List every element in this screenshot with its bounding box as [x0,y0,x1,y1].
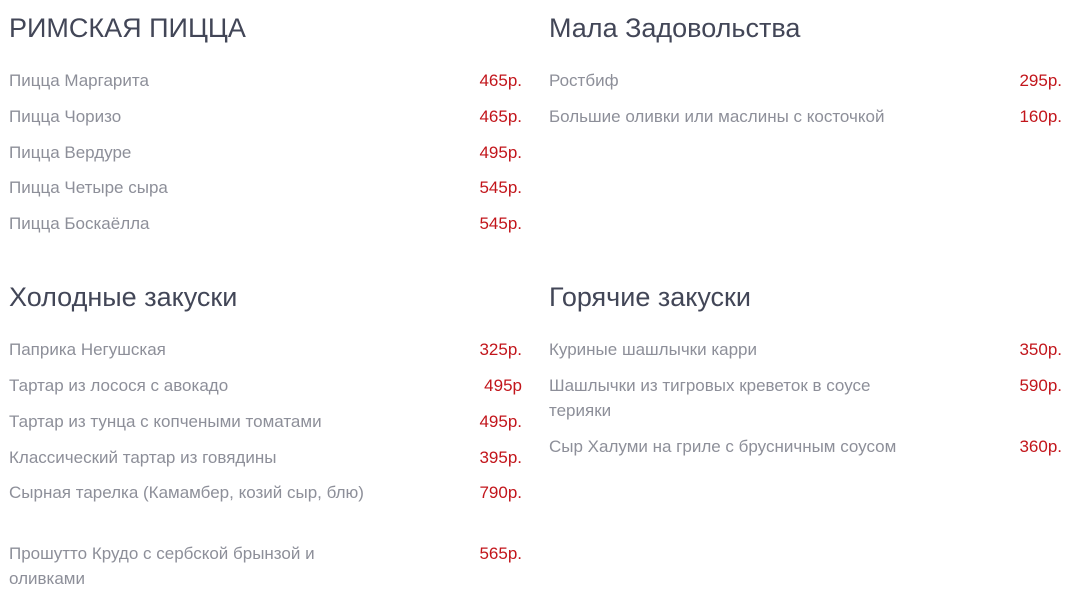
menu-item: Прошутто Крудо с сербской брынзой и олив… [9,541,522,591]
menu-item-price: 495р. [479,143,522,162]
menu-item-price: 350р. [1019,340,1062,359]
menu-item: Пицца Четыре сыра 545р. [9,175,522,200]
menu-item-name: Куриные шашлычки карри [549,340,758,359]
section-title: Холодные закуски [9,282,238,312]
menu-item: Тартар из лосося с авокадо 495р [9,373,522,398]
menu-item: Сыр Халуми на гриле с брусничным соусом … [549,434,1062,459]
menu-item-name: Классический тартар из говядины [9,448,277,467]
menu-item-price: 495р [484,376,522,395]
section-title: РИМСКАЯ ПИЦЦА [9,13,246,43]
menu-item-name: Пицца Четыре сыра [9,178,168,197]
menu-item-price: 295р. [1019,71,1062,90]
menu-item-name: Паприка Негушская [9,340,166,359]
menu-item-price: 565р. [479,544,522,563]
menu-item-price: 360р. [1019,437,1062,456]
menu-item: Куриные шашлычки карри 350р. [549,337,1062,362]
menu-item-name: Ростбиф [549,71,619,90]
menu-item-name: Сыр Халуми на гриле с брусничным соусом [549,437,897,456]
menu-item-price: 325р. [479,340,522,359]
menu-item-price: 545р. [479,178,522,197]
menu-item: Пицца Маргарита 465р. [9,68,522,93]
menu-item-price: 465р. [479,107,522,126]
menu-item: Сырная тарелка (Камамбер, козий сыр, блю… [9,480,522,505]
menu-item: Паприка Негушская 325р. [9,337,522,362]
menu-item-name: Тартар из тунца с копчеными томатами [9,412,322,431]
menu-item: Пицца Боскаёлла 545р. [9,211,522,236]
menu-item-price: 160р. [1019,107,1062,126]
menu-item: Классический тартар из говядины 395р. [9,445,522,470]
menu-item-name: Пицца Чоризо [9,107,122,126]
menu-item-name: Большие оливки или маслины с косточкой [549,107,885,126]
menu-item-name: Шашлычки из тигровых креветок в соусе те… [549,376,871,420]
menu-item-name: Тартар из лосося с авокадо [9,376,229,395]
section-title: Горячие закуски [549,282,751,312]
menu-item: Ростбиф 295р. [549,68,1062,93]
menu-item: Пицца Вердуре 495р. [9,140,522,165]
menu-item: Пицца Чоризо 465р. [9,104,522,129]
menu-item-price: 590р. [1019,376,1062,395]
menu-item-name: Сырная тарелка (Камамбер, козий сыр, блю… [9,483,364,502]
menu-item: Тартар из тунца с копчеными томатами 495… [9,409,522,434]
section-title: Мала Задовольства [549,13,801,43]
menu-item: Шашлычки из тигровых креветок в соусе те… [549,373,1062,423]
menu-item-price: 495р. [479,412,522,431]
menu-item-price: 790р. [479,483,522,502]
menu-item-price: 465р. [479,71,522,90]
menu-item-name: Пицца Вердуре [9,143,132,162]
menu-item: Большие оливки или маслины с косточкой 1… [549,104,1062,129]
menu-item-name: Пицца Маргарита [9,71,149,90]
menu-item-price: 395р. [479,448,522,467]
menu-item-name: Прошутто Крудо с сербской брынзой и олив… [9,544,315,588]
menu-item-name: Пицца Боскаёлла [9,214,150,233]
menu-item-price: 545р. [479,214,522,233]
